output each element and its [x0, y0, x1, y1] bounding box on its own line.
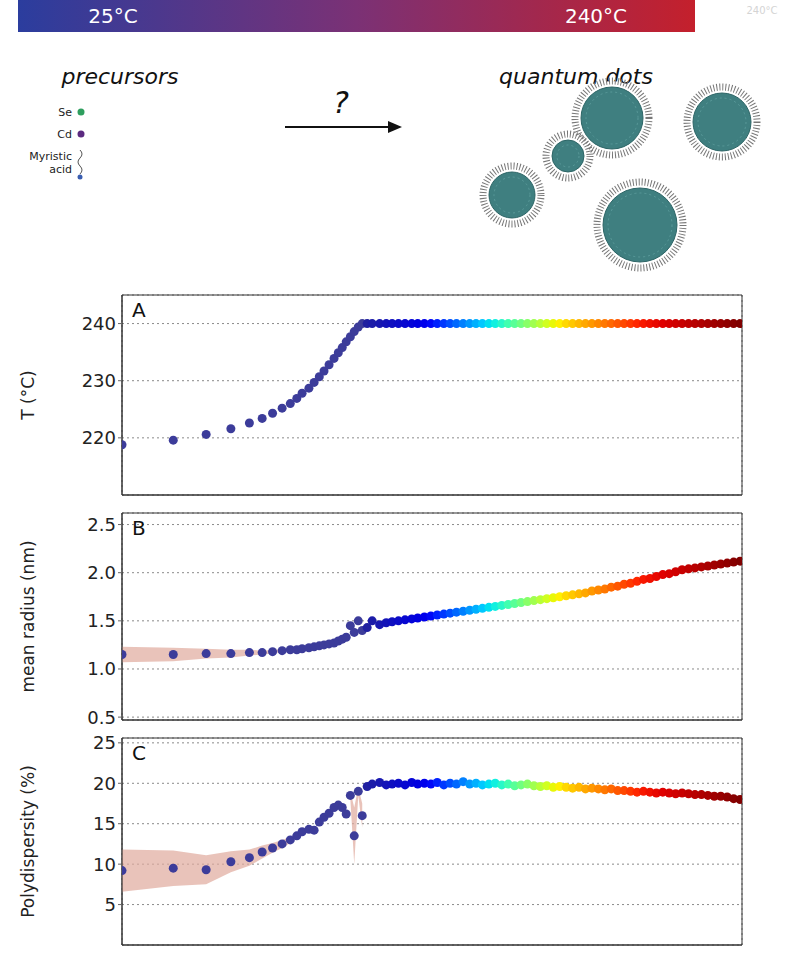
svg-text:?: ? [333, 85, 349, 120]
svg-text:Polydispersity (%): Polydispersity (%) [18, 765, 38, 918]
svg-text:quantum dots: quantum dots [499, 64, 653, 89]
svg-text:15: 15 [93, 813, 116, 834]
svg-text:mean radius (nm): mean radius (nm) [18, 540, 38, 692]
svg-text:T (°C): T (°C) [18, 370, 38, 420]
svg-text:240°C: 240°C [565, 4, 627, 28]
svg-text:240°C: 240°C [746, 5, 777, 16]
svg-text:10: 10 [93, 854, 116, 875]
svg-text:Myristic: Myristic [29, 150, 72, 163]
svg-text:acid: acid [49, 163, 72, 176]
html-text:B: B [132, 516, 146, 540]
svg-text:2.0: 2.0 [87, 562, 116, 583]
svg-text:20: 20 [93, 773, 116, 794]
svg-text:2.5: 2.5 [87, 514, 116, 535]
svg-text:Cd: Cd [57, 128, 72, 141]
svg-text:25°C: 25°C [88, 4, 137, 28]
svg-text:Se: Se [58, 106, 72, 119]
svg-text:1.0: 1.0 [87, 658, 116, 679]
svg-text:240: 240 [82, 313, 116, 334]
svg-text:220: 220 [82, 427, 116, 448]
html-text:C: C [132, 741, 146, 765]
svg-text:0.5: 0.5 [87, 707, 116, 728]
svg-text:25: 25 [93, 732, 116, 753]
svg-text:1.5: 1.5 [87, 610, 116, 631]
svg-text:5: 5 [105, 894, 116, 915]
svg-text:230: 230 [82, 370, 116, 391]
svg-text:precursors: precursors [60, 64, 178, 89]
html-text:A: A [132, 298, 146, 322]
